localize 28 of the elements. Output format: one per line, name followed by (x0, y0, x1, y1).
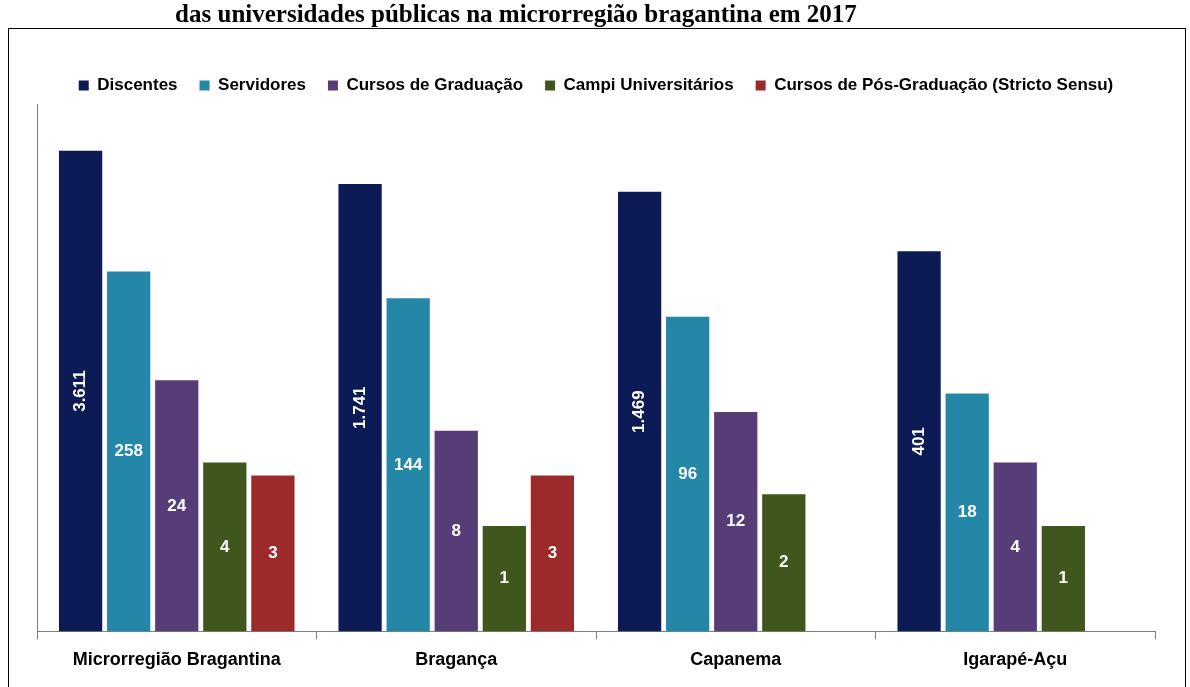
data-label: 1 (1058, 568, 1069, 588)
data-label: 258 (114, 441, 143, 461)
data-label: 144 (393, 454, 423, 474)
x-tick-label: Capanema (690, 649, 783, 670)
legend-label: Cursos de Graduação (346, 75, 524, 95)
data-label: 18 (957, 502, 977, 522)
chart-title: das universidades públicas na microrregião bragantina em 2017 (174, 0, 858, 27)
legend-label: Campi Universitários (563, 75, 734, 95)
data-label: 1.469 (629, 390, 649, 433)
data-label: 4 (1010, 536, 1021, 556)
data-label: 3 (268, 543, 278, 563)
data-label: 4 (220, 536, 231, 556)
data-label: 96 (678, 463, 698, 483)
data-label: 3 (547, 543, 558, 563)
data-label: 401 (908, 427, 928, 456)
data-label: 12 (726, 511, 746, 531)
data-label: 1 (499, 568, 510, 588)
x-tick-label: Bragança (415, 649, 499, 670)
x-tick-label: Microrregião Bragantina (72, 649, 282, 670)
data-label: 1.741 (349, 386, 369, 430)
legend-label: Discentes (97, 75, 178, 95)
data-label: 3.611 (70, 370, 90, 412)
legend-label: Cursos de Pós-Graduação (Stricto Sensu) (774, 75, 1114, 95)
legend-label: Servidores (218, 75, 306, 95)
data-label: 24 (167, 495, 187, 515)
data-label: 2 (779, 552, 789, 572)
x-tick-label: Igarapé-Açu (963, 649, 1068, 670)
data-label: 8 (451, 520, 461, 540)
